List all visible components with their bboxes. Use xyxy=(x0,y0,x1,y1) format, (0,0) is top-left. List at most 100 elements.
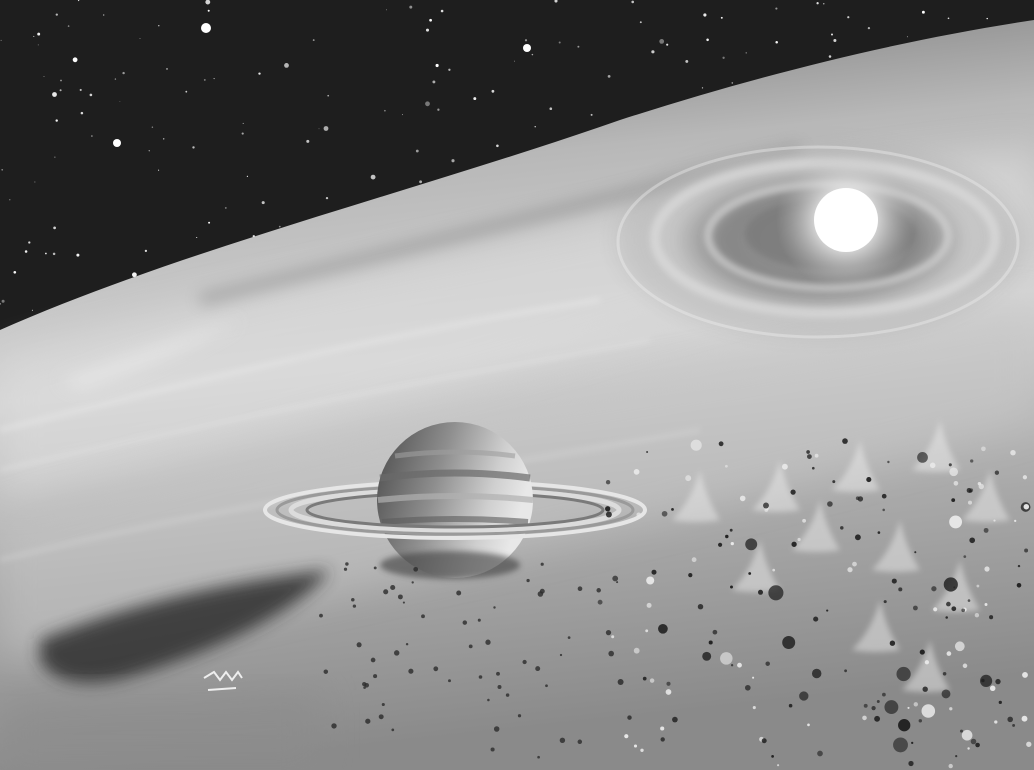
dust-plume xyxy=(672,470,720,522)
asteroid xyxy=(961,729,973,741)
star-dot xyxy=(224,206,227,209)
asteroid xyxy=(951,498,956,503)
asteroid xyxy=(697,603,704,610)
star-dot xyxy=(409,5,413,9)
asteroid xyxy=(633,744,638,748)
dust-plume xyxy=(852,600,900,652)
star-dot xyxy=(185,90,188,93)
star-dot xyxy=(370,174,376,180)
star-dot xyxy=(833,38,837,43)
asteroid xyxy=(862,715,867,721)
asteroid xyxy=(896,666,911,682)
star-dot xyxy=(429,18,432,22)
asteroid xyxy=(505,693,510,697)
star-dot xyxy=(867,26,871,30)
asteroid xyxy=(980,674,993,687)
star-dot xyxy=(203,78,206,81)
asteroid xyxy=(666,681,671,686)
asteroid xyxy=(356,642,362,648)
asteroid xyxy=(411,581,414,584)
asteroid xyxy=(948,463,952,467)
asteroid xyxy=(493,726,500,732)
asteroid xyxy=(919,649,925,655)
asteroid xyxy=(931,586,937,592)
star-dot xyxy=(666,43,669,46)
star-dot xyxy=(103,14,105,16)
asteroid xyxy=(725,464,728,468)
asteroid xyxy=(963,555,967,558)
asteroid xyxy=(691,557,697,563)
star-dot xyxy=(325,196,329,200)
star-dot xyxy=(45,252,47,255)
asteroid xyxy=(1024,548,1029,553)
asteroid xyxy=(941,689,951,699)
star-dot xyxy=(607,75,611,78)
asteroid xyxy=(993,519,996,522)
bright-star xyxy=(201,23,211,33)
star-dot xyxy=(166,68,168,70)
asteroid xyxy=(898,587,903,592)
star-dot xyxy=(0,303,1,305)
asteroid xyxy=(421,614,425,619)
asteroid xyxy=(559,653,563,657)
asteroid xyxy=(852,561,857,567)
star-dot xyxy=(306,139,310,143)
dust-plume xyxy=(902,640,950,692)
star-dot xyxy=(31,309,33,311)
asteroid xyxy=(814,453,819,458)
asteroid xyxy=(605,629,612,636)
dust-plume xyxy=(792,500,840,552)
star-dot xyxy=(448,68,451,71)
asteroid xyxy=(771,755,774,758)
asteroid xyxy=(478,675,483,679)
asteroid xyxy=(739,495,746,502)
star-dot xyxy=(9,199,11,201)
asteroid xyxy=(772,568,776,572)
asteroid xyxy=(545,684,548,688)
star-dot xyxy=(549,107,553,111)
asteroid xyxy=(840,526,844,530)
asteroid xyxy=(883,600,887,604)
star-dot xyxy=(158,25,160,27)
asteroid xyxy=(373,566,377,570)
star-dot xyxy=(28,241,31,244)
asteroid xyxy=(408,668,414,674)
asteroid xyxy=(537,591,544,597)
asteroid xyxy=(802,518,807,523)
star-dot xyxy=(701,87,704,89)
star-dot xyxy=(0,39,2,41)
star-dot xyxy=(685,59,689,63)
asteroid xyxy=(720,652,733,665)
asteroid xyxy=(949,707,953,711)
asteroid xyxy=(1022,671,1028,678)
star-dot xyxy=(385,9,388,11)
asteroid xyxy=(633,469,640,475)
star-dot xyxy=(590,113,593,116)
star-dot xyxy=(831,33,833,36)
asteroid xyxy=(605,480,611,485)
asteroid xyxy=(485,639,491,645)
asteroid xyxy=(946,601,951,607)
asteroid xyxy=(863,703,868,708)
asteroid xyxy=(390,584,396,591)
star-dot xyxy=(114,78,117,80)
asteroid xyxy=(889,640,896,646)
star-dot xyxy=(534,126,536,128)
star-dot xyxy=(43,76,45,77)
asteroid xyxy=(955,755,958,758)
star-dot xyxy=(425,28,430,32)
asteroid xyxy=(817,750,823,757)
asteroid xyxy=(832,480,836,484)
asteroid xyxy=(898,719,911,732)
star-dot xyxy=(703,13,707,17)
asteroid xyxy=(535,666,541,672)
asteroid xyxy=(456,590,462,596)
asteroid xyxy=(617,679,624,685)
asteroid xyxy=(777,764,780,767)
asteroid xyxy=(826,609,829,612)
asteroid xyxy=(791,541,797,547)
asteroid xyxy=(1017,564,1021,568)
star-dot xyxy=(80,111,84,115)
asteroid xyxy=(646,602,652,608)
asteroid xyxy=(907,706,910,709)
